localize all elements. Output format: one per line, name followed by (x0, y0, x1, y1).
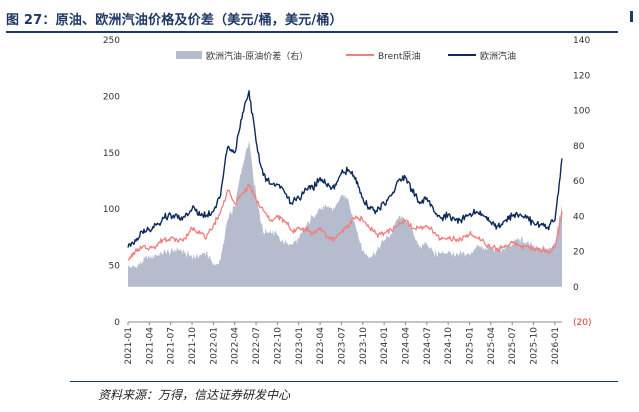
x-tick-label: 2025-07 (508, 327, 518, 365)
y-left-tick-label: 100 (103, 205, 120, 215)
x-tick-label: 2024-04 (401, 327, 411, 365)
y-right-tick-label: 20 (573, 248, 585, 258)
gasoline-line (127, 90, 563, 248)
source-note: 资料来源：万得，信达证券研发中心 (98, 388, 291, 402)
x-tick-label: 2023-04 (316, 327, 326, 365)
x-tick-label: 2022-01 (209, 327, 219, 365)
x-tick-label: 2026-01 (551, 327, 561, 365)
y-left-tick-label: 250 (103, 36, 120, 46)
x-tick-label: 2022-10 (273, 327, 283, 365)
x-tick-label: 2023-01 (295, 327, 305, 365)
corner-mark (630, 11, 633, 22)
spread-area-layer (128, 140, 562, 287)
legend: 欧洲汽油-原油价差（右） Brent原油 欧洲汽油 (176, 50, 516, 62)
y-right-tick-label: 100 (573, 107, 590, 117)
x-tick-label: 2025-10 (530, 327, 540, 365)
legend-label-gasoline: 欧洲汽油 (480, 50, 516, 62)
spread-area (128, 140, 562, 287)
source-rule (70, 381, 618, 382)
y-left-tick-label: 200 (103, 92, 120, 102)
x-tick-label: 2021-01 (124, 327, 134, 365)
y-right-tick-label: 60 (573, 177, 585, 187)
x-tick-label: 2021-10 (188, 327, 198, 365)
y-right-tick-label: 40 (573, 212, 585, 222)
y-right-tick-label: 140 (573, 36, 590, 46)
x-tick-label: 2025-04 (487, 327, 497, 365)
y-left-tick-label: 150 (103, 149, 120, 159)
brent-line (127, 183, 563, 261)
x-tick-label: 2024-01 (380, 327, 390, 365)
axes-layer: 0 50 100 150 200 250 (20) 0 20 40 60 80 100 120 140 202… (103, 36, 592, 365)
x-tick-label: 2024-10 (444, 327, 454, 365)
y-right-tick-label: 120 (573, 71, 590, 81)
legend-swatch-spread (176, 51, 202, 59)
y-right-tick-label: 0 (573, 283, 579, 293)
title-rule (6, 31, 618, 33)
y-right-tick-label: (20) (573, 318, 591, 328)
x-tick-label: 2024-07 (423, 327, 433, 365)
legend-label-spread: 欧洲汽油-原油价差（右） (206, 50, 308, 62)
x-tick-label: 2021-07 (167, 327, 177, 365)
x-tick-label: 2025-01 (466, 327, 476, 365)
x-tick-label: 2022-07 (252, 327, 262, 365)
y-right-tick-label: 80 (573, 142, 585, 152)
y-left-tick-label: 0 (114, 318, 120, 328)
x-tick-label: 2021-04 (145, 327, 155, 365)
legend-label-brent: Brent原油 (378, 50, 420, 62)
y-left-tick-label: 50 (109, 262, 121, 272)
x-tick-label: 2022-04 (231, 327, 241, 365)
x-tick-label: 2023-10 (359, 327, 369, 365)
figure-title: 图 27：原油、欧洲汽油价格及价差（美元/桶，美元/桶） (6, 13, 343, 28)
price-lines-layer (127, 90, 563, 261)
x-tick-label: 2023-07 (337, 327, 347, 365)
